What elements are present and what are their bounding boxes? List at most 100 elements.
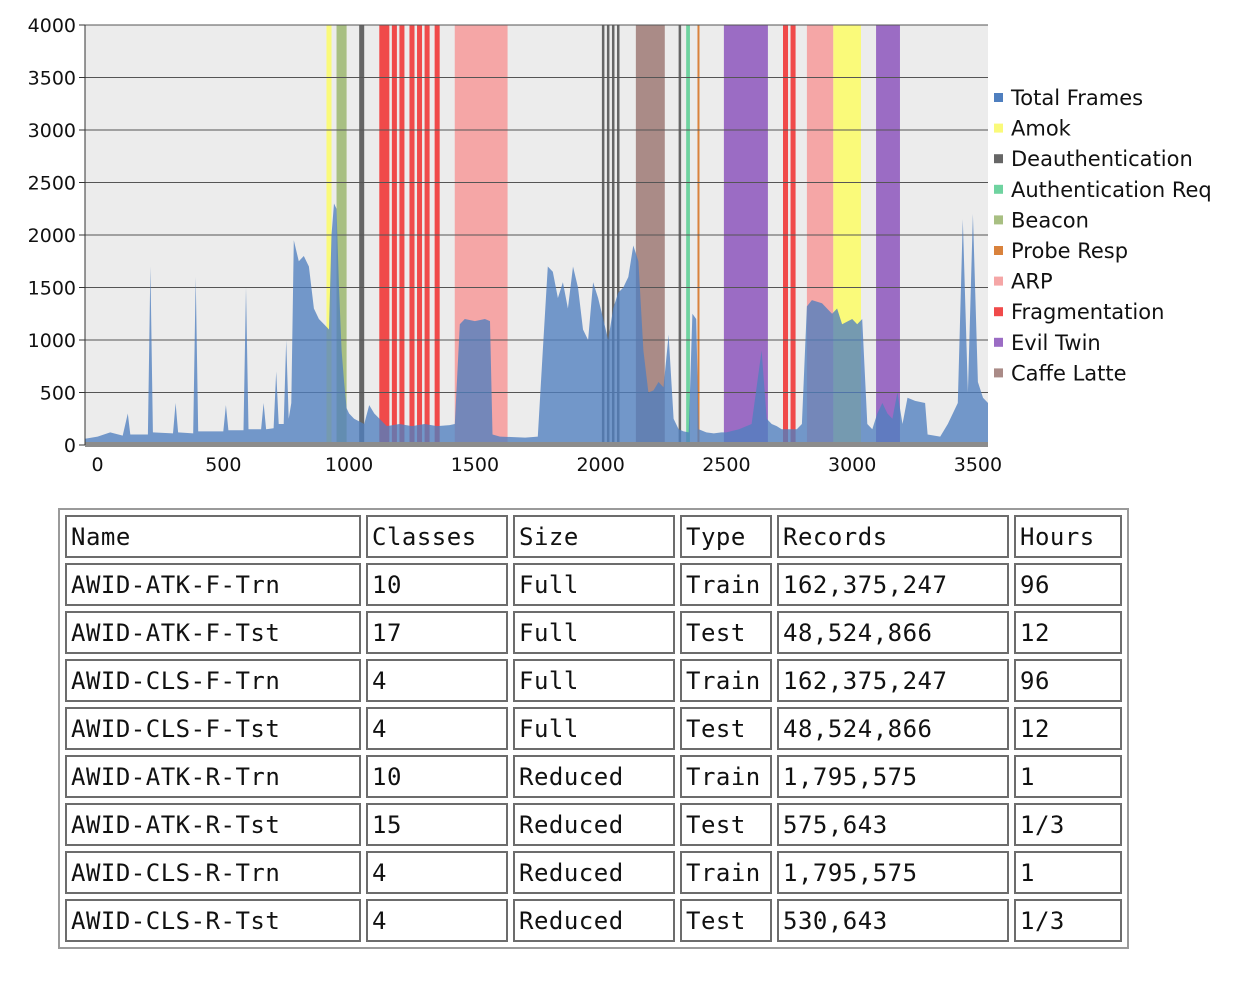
table-cell-type: Test <box>680 707 772 750</box>
legend-swatch-caffe-latte <box>994 368 1003 378</box>
table-cell-classes: 15 <box>366 803 508 846</box>
table-cell-size: Full <box>513 611 675 654</box>
table-row: AWID-CLS-R-Trn 4 Reduced Train 1,795,575 1 <box>65 851 1122 894</box>
table-row: AWID-CLS-F-Tst 4 Full Test 48,524,866 12 <box>65 707 1122 750</box>
table-cell-hours: 1 <box>1014 851 1122 894</box>
table-cell-name: AWID-ATK-R-Trn <box>65 755 361 798</box>
y-tick-label: 4000 <box>28 15 76 37</box>
x-tick-label: 2500 <box>702 454 750 476</box>
table-cell-records: 162,375,247 <box>777 659 1009 702</box>
table-cell-type: Train <box>680 755 772 798</box>
table-row: AWID-CLS-F-Trn 4 Full Train 162,375,247 96 <box>65 659 1122 702</box>
y-tick-label: 0 <box>64 435 76 457</box>
table-cell-hours: 96 <box>1014 563 1122 606</box>
legend-label-probe-resp: Probe Resp <box>1011 239 1128 263</box>
table-cell-type: Test <box>680 803 772 846</box>
y-tick-label: 1000 <box>28 330 76 352</box>
table-cell-classes: 4 <box>366 851 508 894</box>
table-row: AWID-ATK-R-Trn 10 Reduced Train 1,795,575 1 <box>65 755 1122 798</box>
y-tick-label: 2000 <box>28 225 76 247</box>
table-cell-hours: 1/3 <box>1014 803 1122 846</box>
legend: Total Frames Amok Deauthentication Authenti… <box>994 86 1212 385</box>
table-cell-classes: 4 <box>366 659 508 702</box>
col-header-size: Size <box>513 515 675 558</box>
legend-swatch-deauthentication <box>994 154 1003 164</box>
legend-label-total-frames: Total Frames <box>1010 86 1143 110</box>
y-tick-label: 3000 <box>28 120 76 142</box>
legend-swatch-beacon <box>994 215 1003 225</box>
legend-label-authentication-req: Authentication Req <box>1011 178 1212 202</box>
col-header-records: Records <box>777 515 1009 558</box>
legend-swatch-evil-twin <box>994 337 1003 347</box>
legend-swatch-arp <box>994 276 1003 286</box>
table-cell-hours: 1 <box>1014 755 1122 798</box>
legend-swatch-authentication-req <box>994 184 1003 194</box>
legend-label-evil-twin: Evil Twin <box>1011 331 1101 355</box>
table-cell-name: AWID-CLS-F-Trn <box>65 659 361 702</box>
x-tick-label: 3500 <box>954 454 1002 476</box>
table-cell-classes: 10 <box>366 563 508 606</box>
table-cell-type: Train <box>680 659 772 702</box>
y-tick-label: 1500 <box>28 278 76 300</box>
series-area-total-frames <box>85 203 988 445</box>
table-cell-hours: 1/3 <box>1014 899 1122 942</box>
table-cell-size: Full <box>513 659 675 702</box>
col-header-hours: Hours <box>1014 515 1122 558</box>
table-cell-name: AWID-ATK-R-Tst <box>65 803 361 846</box>
x-tick-label: 3000 <box>828 454 876 476</box>
series-total-frames <box>85 203 988 445</box>
legend-swatch-amok <box>994 123 1003 133</box>
table-cell-size: Reduced <box>513 803 675 846</box>
x-tick-label: 500 <box>205 454 241 476</box>
table-cell-type: Test <box>680 611 772 654</box>
legend-swatch-probe-resp <box>994 246 1003 255</box>
table-cell-size: Full <box>513 707 675 750</box>
col-header-type: Type <box>680 515 772 558</box>
legend-label-arp: ARP <box>1011 270 1053 294</box>
table-row: AWID-ATK-F-Tst 17 Full Test 48,524,866 12 <box>65 611 1122 654</box>
table-cell-records: 1,795,575 <box>777 755 1009 798</box>
table-cell-records: 530,643 <box>777 899 1009 942</box>
x-tick-label: 0 <box>92 454 104 476</box>
table-cell-classes: 17 <box>366 611 508 654</box>
table-cell-size: Reduced <box>513 899 675 942</box>
table-cell-records: 48,524,866 <box>777 611 1009 654</box>
legend-label-amok: Amok <box>1011 117 1072 141</box>
axes: 0 500 1000 1500 2000 2500 3000 3500 4000 0 500 1000… <box>28 15 1002 476</box>
y-tick-label: 3500 <box>28 68 76 90</box>
legend-label-caffe-latte: Caffe Latte <box>1011 361 1127 385</box>
col-header-name: Name <box>65 515 361 558</box>
table-cell-size: Reduced <box>513 755 675 798</box>
table-cell-name: AWID-ATK-F-Trn <box>65 563 361 606</box>
table-cell-classes: 4 <box>366 707 508 750</box>
table-row: AWID-ATK-R-Tst 15 Reduced Test 575,643 1/3 <box>65 803 1122 846</box>
table-cell-classes: 10 <box>366 755 508 798</box>
x-tick-label: 2000 <box>576 454 624 476</box>
legend-swatch-fragmentation <box>994 307 1003 317</box>
y-tick-label: 500 <box>40 383 76 405</box>
table-cell-name: AWID-CLS-R-Tst <box>65 899 361 942</box>
table-cell-hours: 12 <box>1014 707 1122 750</box>
table-cell-type: Train <box>680 851 772 894</box>
table-cell-name: AWID-CLS-R-Trn <box>65 851 361 894</box>
table-cell-name: AWID-ATK-F-Tst <box>65 611 361 654</box>
x-tick-label: 1500 <box>451 454 499 476</box>
table-row: AWID-ATK-F-Trn 10 Full Train 162,375,247 96 <box>65 563 1122 606</box>
x-tick-label: 1000 <box>325 454 373 476</box>
table-cell-hours: 96 <box>1014 659 1122 702</box>
legend-label-beacon: Beacon <box>1011 208 1089 232</box>
table-row: AWID-CLS-R-Tst 4 Reduced Test 530,643 1/3 <box>65 899 1122 942</box>
table-cell-size: Full <box>513 563 675 606</box>
table-cell-type: Train <box>680 563 772 606</box>
legend-label-fragmentation: Fragmentation <box>1011 300 1164 324</box>
table-cell-classes: 4 <box>366 899 508 942</box>
table-cell-size: Reduced <box>513 851 675 894</box>
legend-label-deauthentication: Deauthentication <box>1011 147 1193 171</box>
table-cell-type: Test <box>680 899 772 942</box>
frames-chart: 0 500 1000 1500 2000 2500 3000 3500 4000 0 500 1000… <box>28 15 1212 476</box>
legend-swatch-total-frames <box>994 93 1003 102</box>
col-header-classes: Classes <box>366 515 508 558</box>
table-cell-records: 48,524,866 <box>777 707 1009 750</box>
table-body: AWID-ATK-F-Trn 10 Full Train 162,375,247 96 AW… <box>65 563 1122 942</box>
table-cell-records: 575,643 <box>777 803 1009 846</box>
